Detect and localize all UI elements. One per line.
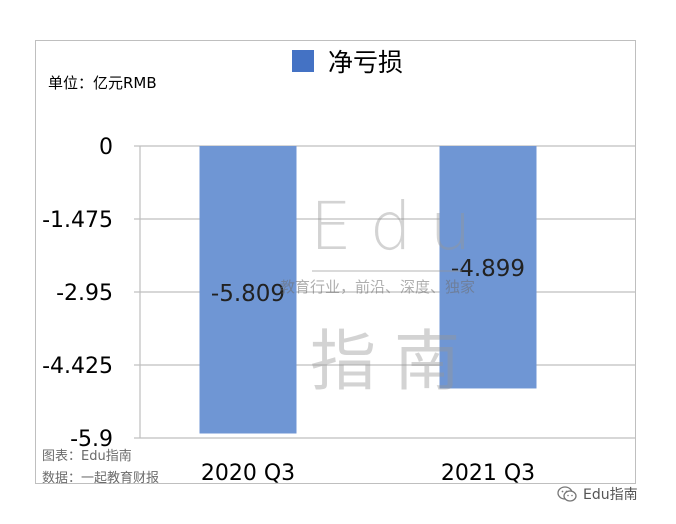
source-chart: 图表：Edu指南 — [42, 449, 132, 464]
watermark-tagline: 教育行业，前沿、深度、独家 — [280, 278, 476, 296]
legend-swatch — [292, 50, 314, 72]
chart-frame — [35, 40, 636, 484]
legend: 净亏损 — [292, 46, 404, 77]
legend-label: 净亏损 — [328, 48, 404, 77]
source-data: 数据：一起教育财报 — [42, 471, 160, 486]
y-tick-label: -5.9 — [70, 427, 113, 452]
y-tick-label: 0 — [99, 135, 113, 160]
data-label: -5.809 — [211, 281, 285, 307]
wechat-icon — [557, 486, 577, 502]
wechat-account: Edu指南 — [557, 484, 638, 504]
x-tick-label: 2021 Q3 — [441, 461, 535, 486]
wechat-label: Edu指南 — [583, 487, 638, 503]
bar — [439, 146, 537, 389]
y-tick-label: -2.95 — [56, 281, 113, 306]
y-tick-label: -4.425 — [42, 354, 113, 379]
y-tick-label: -1.475 — [42, 208, 113, 233]
watermark-divider — [312, 270, 462, 272]
watermark-logo-top: Edu — [310, 188, 490, 265]
watermark-logo-bottom: 指南 — [310, 323, 478, 400]
bar — [199, 146, 297, 434]
data-label: -4.899 — [451, 256, 525, 282]
x-tick-label: 2020 Q3 — [201, 461, 295, 486]
unit-label: 单位：亿元RMB — [48, 74, 157, 92]
